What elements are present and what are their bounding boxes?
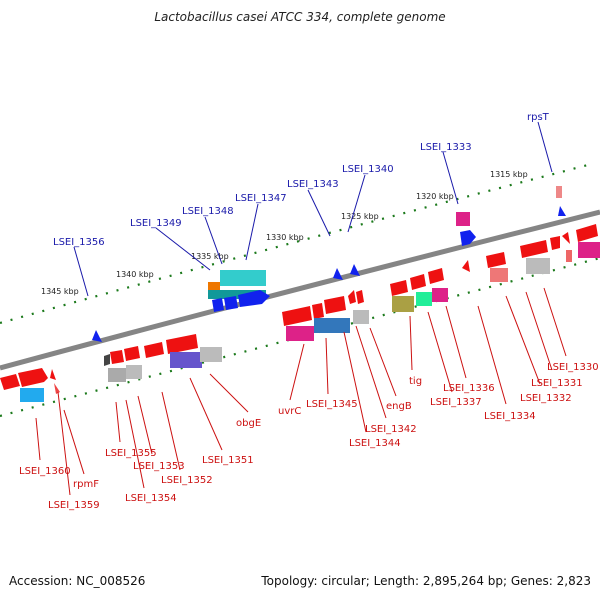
- scale-label-1315: 1315 kbp: [490, 170, 528, 179]
- outer-tick-ring: [0, 163, 589, 325]
- scale-label-1335: 1335 kbp: [191, 252, 229, 261]
- gene-label-LSEI_1353: LSEI_1353: [133, 461, 185, 472]
- gene-label-engB: engB: [386, 401, 412, 412]
- gene-label-uvrC: uvrC: [278, 406, 301, 417]
- gene-label-LSEI_1354: LSEI_1354: [125, 493, 177, 504]
- scale-label-1320: 1320 kbp: [416, 192, 454, 201]
- gene-label-LSEI_1344: LSEI_1344: [349, 438, 401, 449]
- gene-label-obgE: obgE: [236, 418, 261, 429]
- gene-label-LSEI_1343: LSEI_1343: [287, 179, 339, 190]
- gene-label-rpmF: rpmF: [73, 479, 99, 490]
- accession-label: Accession: NC_008526: [9, 574, 146, 588]
- scale-label-1340: 1340 kbp: [116, 270, 154, 279]
- reverse-features: [0, 224, 600, 402]
- gene-label-LSEI_1348: LSEI_1348: [182, 206, 234, 217]
- genome-summary: Topology: circular; Length: 2,895,264 bp…: [261, 574, 591, 588]
- gene-label-LSEI_1359: LSEI_1359: [48, 500, 100, 511]
- gene-label-LSEI_1342: LSEI_1342: [365, 424, 417, 435]
- gene-label-LSEI_1345: LSEI_1345: [306, 399, 358, 410]
- gene-label-LSEI_1330: LSEI_1330: [547, 362, 599, 373]
- gene-label-LSEI_1331: LSEI_1331: [531, 378, 583, 389]
- gene-label-LSEI_1360: LSEI_1360: [19, 466, 71, 477]
- genome-backbone: [0, 209, 600, 371]
- gene-label-LSEI_1334: LSEI_1334: [484, 411, 536, 422]
- forward-features: [92, 186, 566, 342]
- scale-label-1345: 1345 kbp: [41, 287, 79, 296]
- scale-label-1325: 1325 kbp: [341, 212, 379, 221]
- gene-label-LSEI_1349: LSEI_1349: [130, 218, 182, 229]
- gene-label-LSEI_1347: LSEI_1347: [235, 193, 287, 204]
- gene-label-tig: tig: [409, 376, 422, 387]
- gene-label-LSEI_1337: LSEI_1337: [430, 397, 482, 408]
- gene-label-LSEI_1355: LSEI_1355: [105, 448, 157, 459]
- gene-label-LSEI_1356: LSEI_1356: [53, 237, 105, 248]
- gene-label-LSEI_1333: LSEI_1333: [420, 142, 472, 153]
- gene-label-LSEI_1332: LSEI_1332: [520, 393, 572, 404]
- gene-label-LSEI_1336: LSEI_1336: [443, 383, 495, 394]
- gene-label-LSEI_1351: LSEI_1351: [202, 455, 254, 466]
- scale-label-1330: 1330 kbp: [266, 233, 304, 242]
- gene-label-LSEI_1340: LSEI_1340: [342, 164, 394, 175]
- map-title: Lactobacillus casei ATCC 334, complete g…: [154, 10, 446, 24]
- gene-label-LSEI_1352: LSEI_1352: [161, 475, 213, 486]
- gene-label-rpsT: rpsT: [527, 112, 550, 123]
